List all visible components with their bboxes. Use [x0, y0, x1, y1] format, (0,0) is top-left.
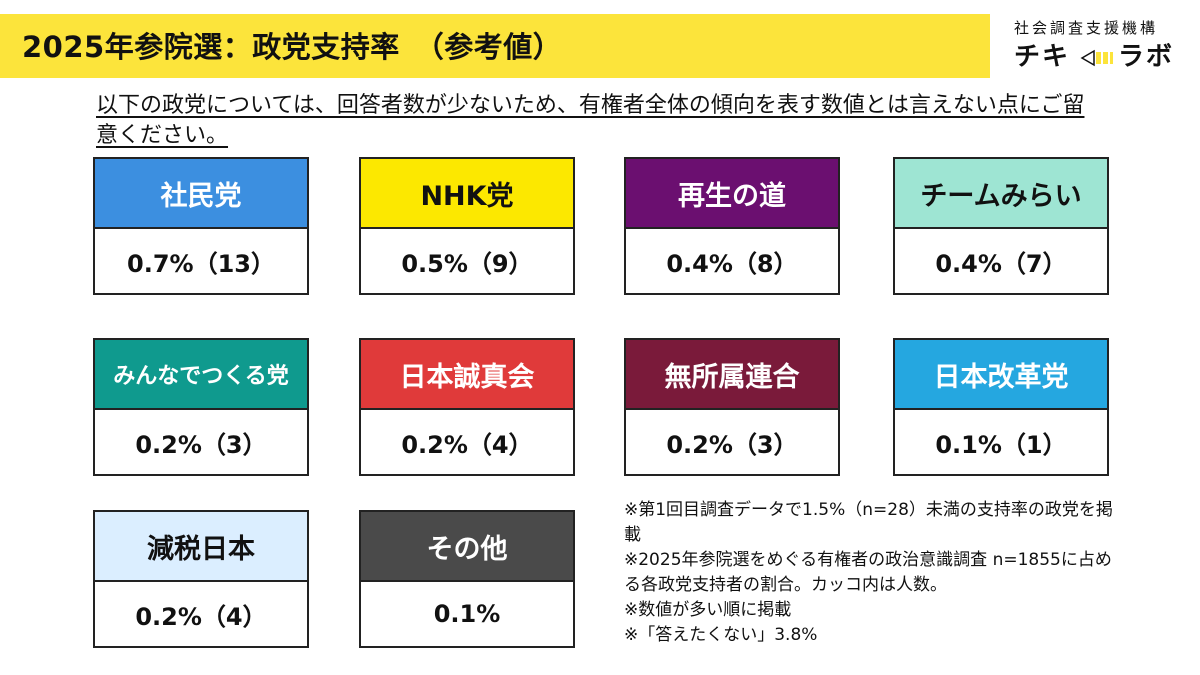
party-value: 0.7%（13） [127, 249, 275, 278]
party-card-genzei: 減税日本 0.2%（4） [93, 510, 309, 648]
party-card-kaikaku: 日本改革党 0.1%（1） [893, 338, 1109, 476]
party-name: その他 [361, 512, 573, 582]
party-card-mushozoku: 無所属連合 0.2%（3） [624, 338, 840, 476]
party-value: 0.1%（1） [935, 430, 1067, 459]
party-name: 日本誠真会 [361, 340, 573, 410]
party-name: みんなでつくる党 [95, 340, 307, 410]
party-value: 0.2%（4） [135, 602, 267, 631]
party-card-shamin: 社民党 0.7%（13） [93, 157, 309, 295]
party-name: 日本改革党 [895, 340, 1107, 410]
footnote: ※2025年参院選をめぐる有権者の政治意識調査 n=1855に占める各政党支持者… [624, 550, 1112, 595]
party-card-nippon-seishin: 日本誠真会 0.2%（4） [359, 338, 575, 476]
party-value: 0.2%（4） [401, 430, 533, 459]
party-card-saisei: 再生の道 0.4%（8） [624, 157, 840, 295]
notice-text: 以下の政党については、回答者数が少ないため、有権者全体の傾向を表す数値とは言えな… [96, 93, 1085, 148]
party-value: 0.2%（3） [135, 430, 267, 459]
title-bar: 2025年参院選：政党支持率 （参考値） [0, 14, 990, 78]
party-value: 0.4%（7） [935, 249, 1067, 278]
party-value: 0.1% [433, 600, 501, 628]
logo-text-left: チキ [1014, 42, 1071, 72]
footnotes: ※第1回目調査データで1.5%（n=28）未満の支持率の政党を掲載 ※2025年… [624, 498, 1124, 648]
footnote: ※数値が多い順に掲載 [624, 600, 792, 620]
party-name: 無所属連合 [626, 340, 838, 410]
page-title: 2025年参院選：政党支持率 （参考値） [22, 30, 563, 64]
party-card-team-mirai: チームみらい 0.4%（7） [893, 157, 1109, 295]
party-card-nhk: NHK党 0.5%（9） [359, 157, 575, 295]
footnote: ※第1回目調査データで1.5%（n=28）未満の支持率の政党を掲載 [624, 500, 1113, 545]
party-name: 減税日本 [95, 512, 307, 582]
party-card-minna: みんなでつくる党 0.2%（3） [93, 338, 309, 476]
party-card-other: その他 0.1% [359, 510, 575, 648]
logo-subtitle: 社会調査支援機構 [1014, 19, 1159, 37]
logo-wordmark: チキ ラボ [1014, 42, 1184, 74]
party-value: 0.2%（3） [666, 430, 798, 459]
party-value: 0.4%（8） [666, 249, 798, 278]
party-name: NHK党 [361, 159, 573, 229]
footnote: ※「答えたくない」3.8% [624, 625, 818, 645]
logo-text-right: ラボ [1118, 42, 1175, 72]
party-value: 0.5%（9） [401, 249, 533, 278]
party-name: 社民党 [95, 159, 307, 229]
party-name: チームみらい [895, 159, 1107, 229]
party-name: 再生の道 [626, 159, 838, 229]
logo: 社会調査支援機構 チキ ラボ [1000, 14, 1190, 78]
megaphone-icon [1080, 49, 1113, 67]
